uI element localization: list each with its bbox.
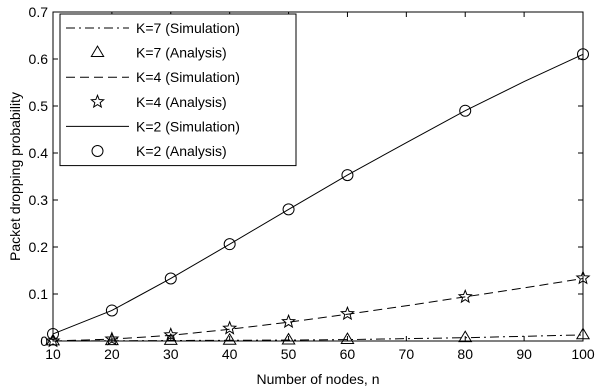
data-point — [104, 331, 120, 346]
legend: K=7 (Simulation) K=7 (Analysis) K=4 (Simul… — [59, 13, 297, 167]
legend-marker-swatch — [90, 93, 105, 109]
legend-box — [59, 13, 297, 167]
series-0 — [52, 334, 584, 342]
series-1 — [45, 327, 591, 346]
data-point — [458, 330, 473, 343]
legend-marker-swatch — [90, 45, 105, 57]
legend-entry-label: K=7 (Analysis) — [136, 45, 227, 61]
data-point — [222, 320, 238, 335]
x-tick-label: 40 — [222, 346, 238, 362]
data-point — [45, 333, 61, 346]
data-point — [45, 333, 61, 348]
y-tick-label: 0 — [40, 333, 48, 349]
legend-entry-label: K=4 (Simulation) — [136, 69, 240, 85]
x-tick-label: 70 — [399, 346, 415, 362]
y-tick-label: 0.6 — [29, 51, 49, 67]
data-point — [281, 332, 296, 345]
series-line — [52, 53, 584, 335]
legend-entry-label: K=7 (Simulation) — [136, 20, 240, 36]
x-tick-label: 10 — [45, 346, 61, 362]
y-tick-label: 0.3 — [29, 192, 49, 208]
y-axis-label: Packet dropping probability — [7, 92, 23, 261]
data-point — [340, 332, 355, 344]
data-point — [164, 272, 177, 285]
data-point — [105, 304, 118, 317]
y-tick-label: 0.2 — [29, 239, 49, 255]
y-tick-label: 0.1 — [29, 286, 49, 302]
data-point — [459, 104, 472, 117]
y-tick-label: 0.5 — [29, 98, 49, 114]
legend-marker-swatch — [91, 145, 104, 157]
data-point — [222, 332, 237, 345]
data-point — [341, 169, 354, 182]
legend-entry-label: K=4 (Analysis) — [136, 94, 227, 110]
data-point — [223, 238, 236, 251]
series-3 — [45, 270, 591, 348]
series-4 — [52, 53, 584, 335]
x-tick-label: 100 — [571, 346, 595, 362]
data-point — [282, 203, 295, 216]
y-tick-label: 0.4 — [29, 145, 49, 161]
data-point — [281, 313, 297, 329]
legend-entry-label: K=2 (Simulation) — [136, 118, 240, 134]
x-axis-label: Number of nodes, n — [257, 371, 380, 387]
x-tick-label: 60 — [340, 346, 356, 362]
series-line — [52, 277, 584, 342]
axes-box — [52, 11, 584, 342]
data-point — [163, 327, 179, 342]
data-point — [339, 305, 355, 321]
x-tick-label: 80 — [457, 346, 473, 362]
axis-ticks: 10 20 30 40 50 60 70 80 90 100 0 0.1 0.2 0.3 0.4 0.5 0.6… — [29, 4, 595, 362]
x-tick-label: 90 — [516, 346, 532, 362]
series-line — [52, 334, 584, 342]
series-2 — [52, 277, 584, 342]
legend-entry-label: K=2 (Analysis) — [136, 143, 227, 159]
x-tick-label: 20 — [104, 346, 120, 362]
y-tick-label: 0.7 — [29, 4, 49, 20]
data-point — [457, 288, 473, 304]
x-tick-label: 50 — [281, 346, 297, 362]
x-tick-label: 30 — [163, 346, 179, 362]
